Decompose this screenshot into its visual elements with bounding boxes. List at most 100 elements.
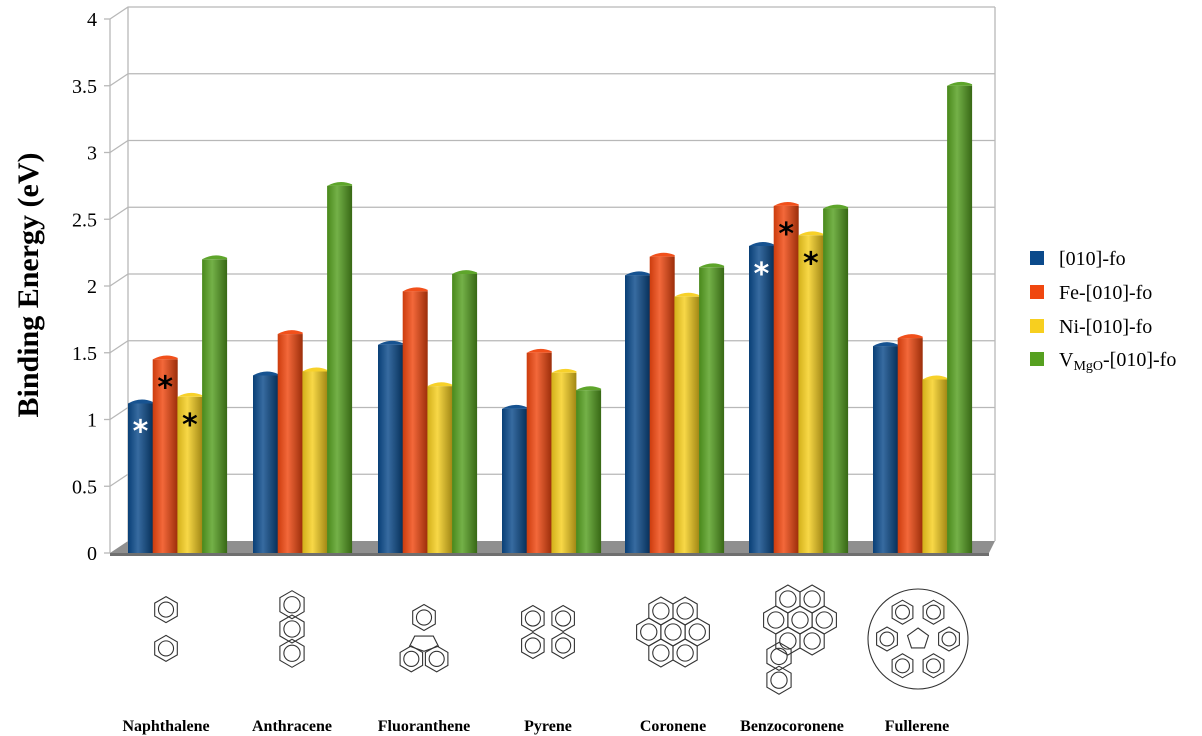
- bar-coronene-0: [625, 271, 650, 553]
- bar-body: [202, 259, 228, 553]
- benzocoronene-structure-icon: [763, 584, 837, 695]
- significance-markers: ******: [133, 217, 819, 450]
- bar-body: [922, 379, 948, 553]
- bar-body: [576, 390, 602, 553]
- y-tick-label: 1.5: [72, 343, 97, 365]
- bar-cap: [551, 368, 577, 373]
- bar-coronene-3: [699, 263, 725, 553]
- bar-fullerene-3: [947, 81, 973, 553]
- bar-body: [452, 273, 478, 553]
- bar-cap: [649, 252, 675, 257]
- bar-cap: [427, 382, 453, 387]
- bar-cap: [798, 231, 824, 236]
- bar-cap: [378, 340, 403, 345]
- bar-body: [402, 291, 428, 553]
- bar-body: [378, 344, 403, 553]
- significance-asterisk: *: [182, 408, 198, 443]
- bar-series: [128, 81, 973, 553]
- bar-body: [947, 85, 973, 553]
- bar-body: [773, 205, 799, 553]
- bar-naphthalene-0: [128, 399, 153, 553]
- bar-pyrene-3: [576, 386, 602, 553]
- significance-asterisk: *: [754, 257, 770, 292]
- bar-cap: [947, 81, 973, 86]
- bar-cap: [402, 287, 428, 292]
- gridline: [109, 139, 995, 154]
- bar-fullerene-1: [897, 334, 923, 553]
- bar-body: [152, 359, 178, 553]
- bar-cap: [823, 204, 849, 209]
- pyrene-structure-icon: [521, 604, 575, 660]
- bar-body: [128, 403, 153, 553]
- bar-coronene-1: [649, 252, 675, 553]
- bar-body: [649, 256, 675, 553]
- bar-cap: [873, 342, 898, 347]
- molecule-structures: [154, 584, 969, 695]
- y-tick-label: 0: [87, 543, 97, 565]
- bar-cap: [773, 201, 799, 206]
- bar-body: [427, 386, 453, 553]
- bar-coronene-2: [674, 292, 700, 553]
- legend-label: Ni-[010]-fo: [1059, 316, 1152, 338]
- y-tick-label: 2.5: [72, 209, 97, 231]
- bar-benzocoronene-1: [773, 201, 799, 553]
- bar-fluoranthene-2: [427, 382, 453, 553]
- bar-body: [253, 375, 278, 553]
- bar-body: [302, 371, 328, 553]
- bar-benzocoronene-3: [823, 204, 849, 553]
- category-label-fullerene: Fullerene: [885, 718, 950, 735]
- bar-body: [823, 208, 849, 553]
- bar-body: [798, 235, 824, 553]
- bar-fullerene-2: [922, 375, 948, 553]
- legend-item-1: Fe-[010]-fo: [1030, 282, 1152, 304]
- significance-asterisk: *: [157, 370, 173, 405]
- bar-cap: [277, 330, 303, 335]
- bar-body: [277, 334, 303, 553]
- legend-label: Fe-[010]-fo: [1059, 282, 1152, 304]
- y-tick-label: 2: [87, 276, 97, 298]
- legend-item-2: Ni-[010]-fo: [1030, 316, 1152, 338]
- bar-body: [873, 346, 898, 553]
- bar-body: [177, 396, 203, 553]
- legend-label: VMgO-[010]-fo: [1059, 349, 1176, 374]
- y-tick-label: 3.5: [72, 76, 97, 98]
- fluoranthene-structure-icon: [399, 603, 449, 673]
- bar-cap: [502, 404, 527, 409]
- bar-pyrene-0: [502, 404, 527, 553]
- bar-pyrene-1: [526, 348, 552, 553]
- bar-cap: [177, 392, 203, 397]
- bar-cap: [327, 181, 353, 186]
- category-label-pyrene: Pyrene: [524, 718, 572, 735]
- bar-anthracene-3: [327, 181, 353, 553]
- naphthalene-structure-icon: [154, 595, 178, 663]
- bar-cap: [922, 375, 948, 380]
- y-tick-label: 4: [87, 9, 97, 31]
- floor-front: [110, 553, 989, 556]
- bar-cap: [576, 386, 602, 391]
- anthracene-structure-icon: [279, 590, 305, 668]
- gridline: [109, 340, 995, 354]
- bar-pyrene-2: [551, 368, 577, 553]
- bar-cap: [202, 255, 228, 260]
- bar-cap: [625, 271, 650, 276]
- bar-body: [674, 296, 700, 553]
- gridline: [109, 6, 995, 20]
- bar-body: [526, 352, 552, 553]
- legend-swatch: [1030, 352, 1044, 366]
- bar-body: [749, 245, 774, 553]
- y-axis-title: Binding Energy (eV): [12, 152, 45, 417]
- bar-cap: [749, 242, 774, 246]
- significance-asterisk: *: [778, 217, 794, 252]
- category-labels: Naphthalene Anthracene Fluoranthene Pyrene C…: [122, 718, 949, 735]
- bar-cap: [152, 355, 178, 360]
- bar-body: [625, 275, 650, 553]
- bar-benzocoronene-2: [798, 231, 824, 553]
- legend-item-0: [010]-fo: [1030, 248, 1126, 270]
- bar-fluoranthene-0: [378, 340, 403, 553]
- bar-cap: [699, 263, 725, 268]
- bar-cap: [452, 270, 478, 274]
- bar-naphthalene-2: [177, 392, 203, 553]
- legend-swatch: [1030, 319, 1044, 333]
- bar-anthracene-2: [302, 367, 328, 553]
